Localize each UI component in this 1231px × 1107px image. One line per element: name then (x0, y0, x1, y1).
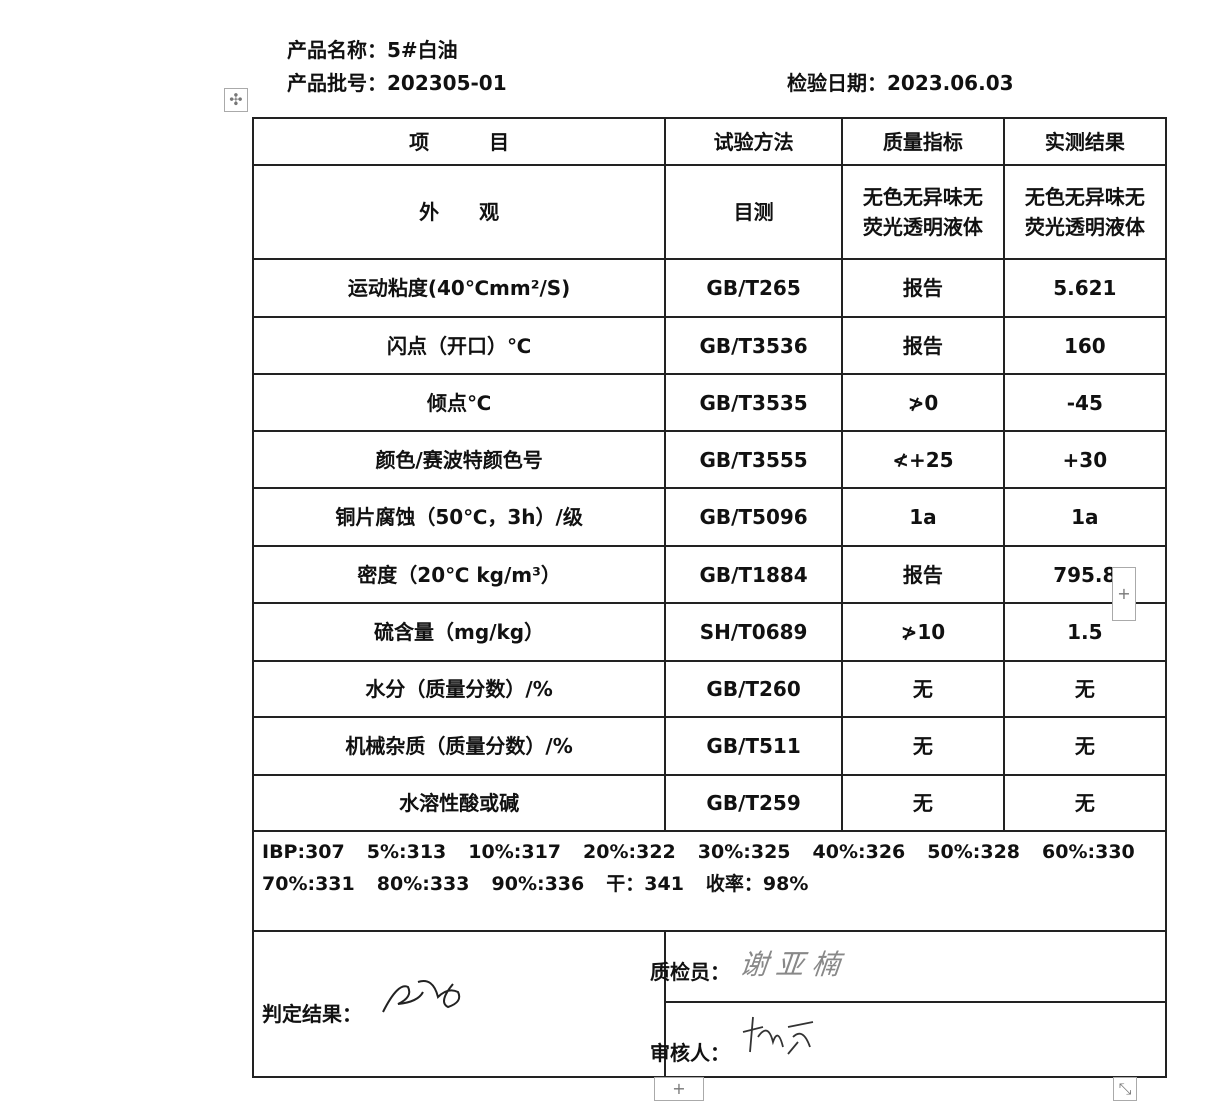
cell-item: 倾点℃ (251, 373, 667, 432)
table-row: 外 观目测 无色无异味无荧光透明液体 无色无异味无荧光透明液体 (251, 164, 1167, 260)
cell-method: GB/T511 (664, 716, 843, 776)
inspection-table: 项 目 试验方法 质量指标 实测结果 外 观目测 无色无异味无荧光透明液体 无色无异… (251, 117, 1167, 1078)
cell-item: 机械杂质（质量分数）/% (251, 716, 667, 776)
table-row: 水分（质量分数）/% GB/T260 无无 (251, 660, 1167, 718)
inspection-date: 检验日期：2023.06.03 (787, 71, 1014, 95)
reviewer-cell (664, 1001, 1167, 1078)
cell-spec: ≯0 (840, 373, 1005, 432)
cell-method: GB/T265 (664, 258, 843, 318)
judgement-cell (251, 930, 667, 1078)
judgement-signature (382, 980, 461, 1013)
cell-spec: 无 (840, 660, 1005, 718)
distillation-point: 50%:328 (927, 841, 1021, 863)
cell-method: GB/T260 (664, 660, 843, 718)
distillation-point: 10%:317 (468, 841, 562, 863)
distillation-point: 90%:336 (491, 873, 585, 895)
batch-number: 产品批号：202305-01 (287, 71, 507, 95)
table-row: 闪点（开口）℃ GB/T3536 报告 160 (251, 316, 1167, 375)
product-name: 产品名称：5#白油 (287, 38, 458, 62)
distillation-point: 80%:333 (376, 873, 470, 895)
add-column-button[interactable]: + (1112, 567, 1136, 621)
reviewer-label: 审核人： (650, 1041, 730, 1065)
cell-item: 外 观 (251, 164, 667, 260)
cell-result: 无 (1002, 716, 1167, 776)
cell-spec: 无 (840, 716, 1005, 776)
cell-item: 颜色/赛波特颜色号 (251, 430, 667, 489)
cell-item: 硫含量（mg/kg） (251, 602, 667, 662)
reviewer-signature (742, 1016, 814, 1055)
distillation-point: 20%:322 (583, 841, 676, 863)
cell-spec: 无色无异味无荧光透明液体 (840, 164, 1005, 260)
distillation-data: IBP:307 5%:313 10%:317 20%:322 30%:325 40%:32… (252, 830, 1167, 932)
distillation-point: 60%:330 (1042, 841, 1135, 863)
cell-spec: ≮+25 (840, 430, 1005, 489)
distillation-point: 干：341 (606, 873, 684, 895)
distillation-point: IBP:307 (262, 841, 345, 863)
col-header-spec: 质量指标 (840, 117, 1005, 166)
cell-result: 1.5 (1002, 602, 1167, 662)
col-header-item: 项 目 (251, 117, 667, 166)
table-row: 硫含量（mg/kg） SH/T0689 ≯10 1.5 (251, 602, 1167, 662)
cell-result: +30 (1002, 430, 1167, 489)
cell-result: 160 (1002, 316, 1167, 375)
table-row: 铜片腐蚀（50℃，3h）/级 GB/T5096 1a 1a (251, 487, 1167, 547)
cell-spec: 报告 (840, 316, 1005, 375)
distillation-point: 5%:313 (366, 841, 447, 863)
table-row: 机械杂质（质量分数）/% GB/T511 无无 (251, 716, 1167, 776)
cell-spec: ≯10 (840, 602, 1005, 662)
cell-result: 1a (1002, 487, 1167, 547)
distillation-point: 70%:331 (262, 873, 355, 895)
cell-item: 运动粘度(40℃mm²/S) (251, 258, 667, 318)
table-header-row: 项 目 试验方法 质量指标 实测结果 (251, 117, 1167, 166)
inspector-label: 质检员： (650, 960, 730, 984)
judgement-label: 判定结果： (262, 1002, 362, 1026)
cell-item: 密度（20℃ kg/m³） (251, 545, 667, 604)
cell-item: 闪点（开口）℃ (251, 316, 667, 375)
table-resize-handle-icon[interactable]: ⤡ (1113, 1077, 1137, 1101)
table-row: 水溶性酸或碱 GB/T259 无无 (251, 774, 1167, 832)
col-header-method: 试验方法 (664, 117, 843, 166)
add-row-button[interactable]: + (654, 1077, 704, 1101)
cell-method: GB/T3535 (664, 373, 843, 432)
cell-item: 铜片腐蚀（50℃，3h）/级 (251, 487, 667, 547)
cell-result: 5.621 (1002, 258, 1167, 318)
table-row: 运动粘度(40℃mm²/S) GB/T265 报告 5.621 (251, 258, 1167, 318)
cell-item: 水分（质量分数）/% (251, 660, 667, 718)
cell-spec: 1a (840, 487, 1005, 547)
cell-result: 795.8 (1002, 545, 1167, 604)
cell-method: 目测 (664, 164, 843, 260)
cell-method: GB/T259 (664, 774, 843, 832)
table-move-handle-icon[interactable]: ✣ (224, 88, 248, 112)
distillation-point: 40%:326 (812, 841, 906, 863)
inspector-cell (664, 930, 1167, 1003)
cell-result: -45 (1002, 373, 1167, 432)
cell-method: GB/T3555 (664, 430, 843, 489)
cell-result: 无 (1002, 660, 1167, 718)
table-row: 颜色/赛波特颜色号 GB/T3555 ≮+25 +30 (251, 430, 1167, 489)
cell-spec: 报告 (840, 258, 1005, 318)
cell-result: 无色无异味无荧光透明液体 (1002, 164, 1167, 260)
distillation-point: 30%:325 (697, 841, 791, 863)
col-header-result: 实测结果 (1002, 117, 1167, 166)
cell-result: 无 (1002, 774, 1167, 832)
cell-method: GB/T5096 (664, 487, 843, 547)
cell-item: 水溶性酸或碱 (251, 774, 667, 832)
table-row: 密度（20℃ kg/m³） GB/T1884 报告 795.8 (251, 545, 1167, 604)
cell-method: GB/T1884 (664, 545, 843, 604)
cell-spec: 无 (840, 774, 1005, 832)
cell-method: SH/T0689 (664, 602, 843, 662)
cell-method: GB/T3536 (664, 316, 843, 375)
inspector-signature: 谢亚楠 (738, 948, 850, 981)
table-row: 倾点℃ GB/T3535 ≯0 -45 (251, 373, 1167, 432)
cell-spec: 报告 (840, 545, 1005, 604)
distillation-point: 收率：98% (705, 873, 809, 895)
